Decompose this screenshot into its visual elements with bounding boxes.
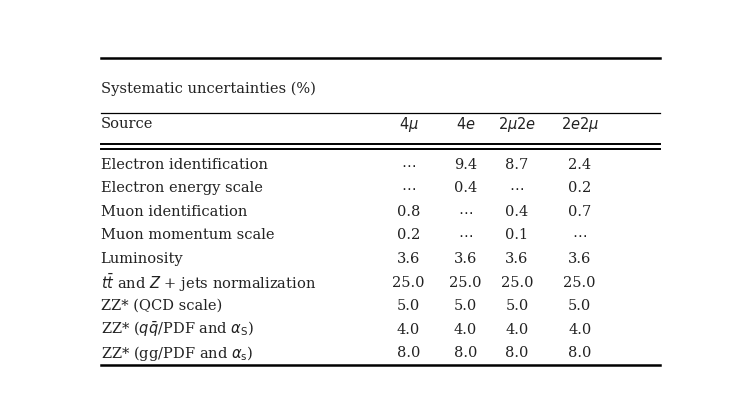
Text: 0.2: 0.2: [568, 181, 591, 195]
Text: 3.6: 3.6: [505, 252, 528, 266]
Text: 0.4: 0.4: [454, 181, 477, 195]
Text: Electron identification: Electron identification: [101, 158, 268, 172]
Text: ZZ* ($q\bar{q}$/PDF and $\alpha_{\mathrm{S}}$): ZZ* ($q\bar{q}$/PDF and $\alpha_{\mathrm…: [101, 320, 254, 339]
Text: $\cdots$: $\cdots$: [401, 181, 416, 195]
Text: 4.0: 4.0: [568, 323, 591, 337]
Text: 25.0: 25.0: [450, 276, 482, 290]
Text: $\cdots$: $\cdots$: [509, 181, 525, 195]
Text: $\cdots$: $\cdots$: [458, 228, 473, 243]
Text: $4\mu$: $4\mu$: [399, 115, 419, 134]
Text: 8.0: 8.0: [505, 346, 528, 360]
Text: $\cdots$: $\cdots$: [458, 205, 473, 219]
Text: 3.6: 3.6: [454, 252, 478, 266]
Text: $\cdots$: $\cdots$: [572, 228, 587, 243]
Text: Electron energy scale: Electron energy scale: [101, 181, 263, 195]
Text: 5.0: 5.0: [454, 299, 477, 313]
Text: 25.0: 25.0: [564, 276, 596, 290]
Text: 8.0: 8.0: [397, 346, 420, 360]
Text: 0.2: 0.2: [397, 228, 420, 243]
Text: Muon identification: Muon identification: [101, 205, 247, 219]
Text: 4.0: 4.0: [506, 323, 528, 337]
Text: $\cdots$: $\cdots$: [401, 158, 416, 172]
Text: ZZ* (QCD scale): ZZ* (QCD scale): [101, 299, 222, 313]
Text: 4.0: 4.0: [454, 323, 477, 337]
Text: 25.0: 25.0: [500, 276, 533, 290]
Text: 0.1: 0.1: [506, 228, 528, 243]
Text: ZZ* (gg/PDF and $\alpha_{\mathrm{s}}$): ZZ* (gg/PDF and $\alpha_{\mathrm{s}}$): [101, 344, 252, 363]
Text: 0.4: 0.4: [506, 205, 528, 219]
Text: Systematic uncertainties (%): Systematic uncertainties (%): [101, 82, 316, 96]
Text: 5.0: 5.0: [568, 299, 591, 313]
Text: 5.0: 5.0: [397, 299, 420, 313]
Text: 4.0: 4.0: [397, 323, 420, 337]
Text: Luminosity: Luminosity: [101, 252, 183, 266]
Text: 8.7: 8.7: [506, 158, 528, 172]
Text: 8.0: 8.0: [454, 346, 478, 360]
Text: 0.8: 0.8: [397, 205, 420, 219]
Text: 8.0: 8.0: [568, 346, 592, 360]
Text: 0.7: 0.7: [568, 205, 591, 219]
Text: $t\bar{t}$ and $Z$ + jets normalization: $t\bar{t}$ and $Z$ + jets normalization: [101, 272, 316, 294]
Text: Muon momentum scale: Muon momentum scale: [101, 228, 274, 243]
Text: Source: Source: [101, 117, 153, 132]
Text: 5.0: 5.0: [506, 299, 528, 313]
Text: 3.6: 3.6: [568, 252, 592, 266]
Text: 3.6: 3.6: [397, 252, 420, 266]
Text: $2\mu2e$: $2\mu2e$: [498, 115, 536, 134]
Text: $2e2\mu$: $2e2\mu$: [561, 115, 599, 134]
Text: 25.0: 25.0: [392, 276, 425, 290]
Text: $4e$: $4e$: [456, 116, 475, 132]
Text: 9.4: 9.4: [454, 158, 477, 172]
Text: 2.4: 2.4: [568, 158, 591, 172]
